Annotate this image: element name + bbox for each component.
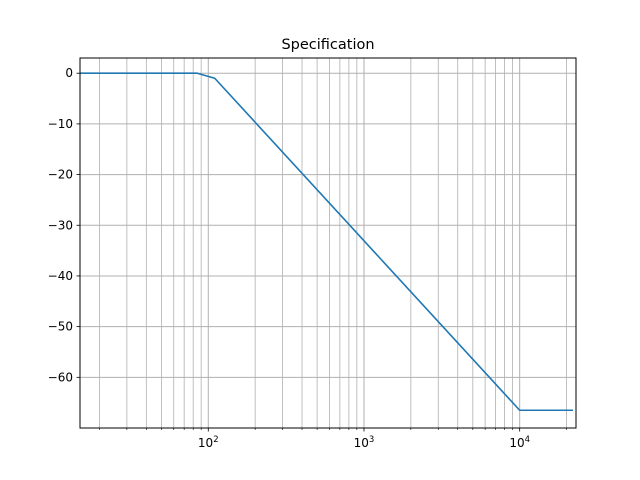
grid [80, 58, 576, 428]
y-tick-label: −30 [48, 218, 73, 232]
x-tick-label: 103 [354, 435, 375, 450]
y-tick-label: −40 [48, 269, 73, 283]
x-tick-label: 102 [198, 435, 219, 450]
y-tick-label: −50 [48, 320, 73, 334]
y-tick-label: −10 [48, 117, 73, 131]
y-tick-label: −60 [48, 370, 73, 384]
plot-frame [79, 57, 577, 429]
series-line [80, 72, 573, 412]
ticks: 0 −10 −20 −30 −40 −50 −60 102 103 104 [48, 66, 567, 450]
y-tick-label: −20 [48, 168, 73, 182]
y-tick-label: 0 [65, 66, 73, 80]
plot-area [80, 72, 573, 412]
x-tick-label: 104 [509, 435, 530, 450]
chart-title: Specification [281, 37, 374, 53]
